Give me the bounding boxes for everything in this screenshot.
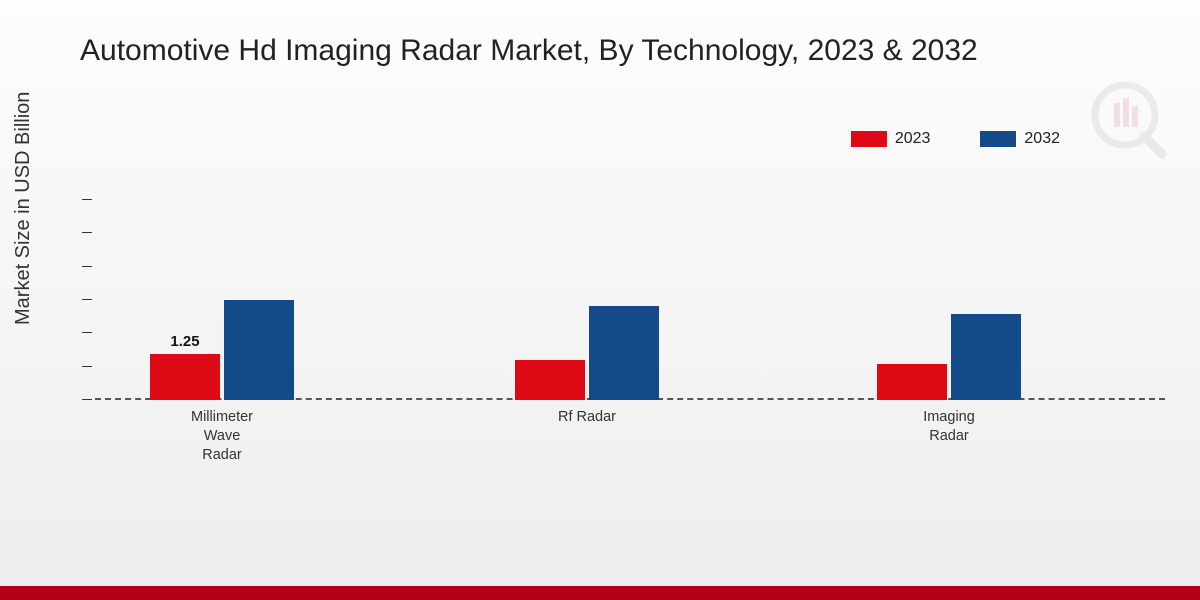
bar-group: Rf Radar bbox=[515, 200, 675, 400]
y-tick bbox=[82, 332, 92, 333]
y-tick bbox=[82, 266, 92, 267]
y-tick bbox=[82, 199, 92, 200]
legend-label-2023: 2023 bbox=[895, 130, 931, 148]
bottom-accent-bar bbox=[0, 586, 1200, 600]
legend-swatch-2032 bbox=[980, 131, 1016, 147]
y-tick bbox=[82, 232, 92, 233]
bar-2023 bbox=[877, 364, 947, 400]
bar-2023 bbox=[515, 360, 585, 400]
y-tick bbox=[82, 399, 92, 400]
y-tick bbox=[82, 299, 92, 300]
legend-label-2032: 2032 bbox=[1024, 130, 1060, 148]
bar-group: ImagingRadar bbox=[877, 200, 1037, 400]
bar-value-label: 1.25 bbox=[155, 333, 215, 350]
bar-group: 1.25MillimeterWaveRadar bbox=[150, 200, 310, 400]
bar-2032 bbox=[951, 314, 1021, 400]
y-axis-label: Market Size in USD Billion bbox=[12, 92, 35, 325]
plot-area: 1.25MillimeterWaveRadar Rf Radar ImagingRa… bbox=[95, 200, 1165, 400]
bar-2023 bbox=[150, 354, 220, 400]
bar-2032 bbox=[224, 300, 294, 400]
category-label: Rf Radar bbox=[517, 408, 657, 427]
legend-item-2032: 2032 bbox=[980, 130, 1060, 148]
legend-item-2023: 2023 bbox=[851, 130, 931, 148]
y-tick bbox=[82, 366, 92, 367]
bar-2032 bbox=[589, 306, 659, 400]
watermark-logo bbox=[1080, 70, 1170, 165]
legend: 2023 2032 bbox=[851, 130, 1060, 148]
category-label: ImagingRadar bbox=[879, 408, 1019, 446]
category-label: MillimeterWaveRadar bbox=[152, 408, 292, 465]
y-ticks bbox=[67, 200, 92, 400]
legend-swatch-2023 bbox=[851, 131, 887, 147]
chart-title: Automotive Hd Imaging Radar Market, By T… bbox=[80, 34, 978, 68]
